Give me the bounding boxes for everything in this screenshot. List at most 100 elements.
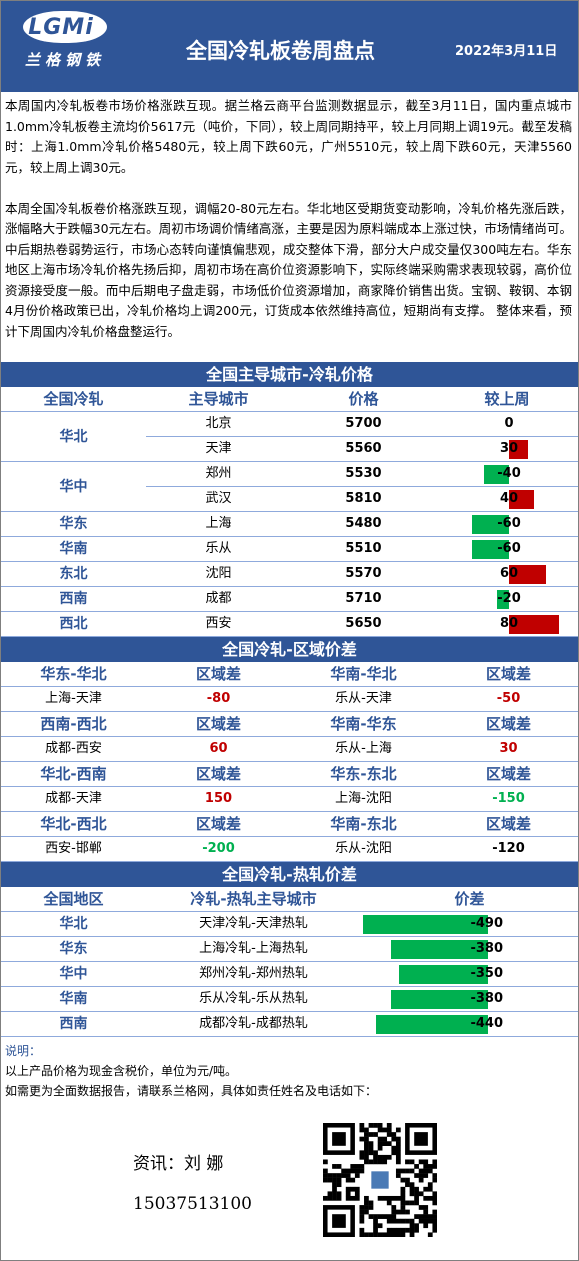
s1-change-label: -60 — [497, 516, 521, 531]
s1-price: 5710 — [345, 591, 382, 606]
s1-row: 沈阳 5570 60 — [1, 562, 578, 587]
s3-region: 华南 — [59, 991, 88, 1007]
s2-region-pair: 华南-华北 — [330, 665, 397, 683]
s1-change-bar — [509, 565, 547, 584]
s2-diff-value: 150 — [204, 791, 233, 806]
s2-diff-value: 30 — [499, 741, 518, 756]
s1-price: 5510 — [345, 541, 382, 556]
s2-diff-label: 区域差 — [485, 765, 531, 783]
s1-city: 沈阳 — [205, 566, 232, 581]
s1-row: 乐从 5510 -60 — [1, 537, 578, 562]
s3-diff-label: -380 — [470, 941, 503, 956]
s2-value-row: 成都-天津 150 上海-沈阳 -150 — [1, 787, 578, 812]
contact-name: 资讯：刘 娜 — [133, 1154, 224, 1174]
s3-pair: 郑州冷轧-郑州热轧 — [199, 966, 308, 981]
report-date: 2022年3月11日 — [455, 44, 558, 59]
s3-row: 华东 上海冷轧-上海热轧 -380 — [1, 937, 578, 962]
s3-region: 华中 — [59, 966, 88, 982]
s1-change-bar — [471, 515, 509, 534]
section1-header-row: 全国冷轧 主导城市 价格 较上周 — [1, 387, 578, 412]
s2-diff-label: 区域差 — [485, 665, 531, 683]
s2-diff-label: 区域差 — [195, 665, 241, 683]
s2-value-row: 上海-天津 -80 乐从-天津 -50 — [1, 687, 578, 712]
s2-diff-label: 区域差 — [195, 715, 241, 733]
s1-change-label: 40 — [499, 491, 519, 506]
s1-change-label: 0 — [504, 416, 514, 431]
section3-title: 全国冷轧-热轧价差 — [1, 862, 578, 887]
s1-city: 上海 — [205, 516, 232, 531]
lange-logo: LGMi 兰格钢铁 — [19, 11, 111, 73]
s1-col-change: 较上周 — [484, 390, 530, 408]
section1-title: 全国主导城市-冷轧价格 — [1, 362, 578, 387]
s3-diff-bar — [375, 1015, 488, 1034]
s3-diff-bar — [391, 990, 488, 1009]
s1-change-label: 60 — [499, 566, 519, 581]
s1-row: 成都 5710 -20 — [1, 587, 578, 612]
s2-city-pair: 乐从-天津 — [335, 691, 392, 706]
s2-region-pair: 西南-西北 — [40, 715, 107, 733]
s1-row: 上海 5480 -60 — [1, 512, 578, 537]
s1-city: 成都 — [205, 591, 232, 606]
s2-city-pair: 乐从-上海 — [335, 741, 392, 756]
s3-diff-bar — [391, 940, 488, 959]
s1-change-label: -40 — [497, 466, 521, 481]
s2-value-row: 西安-邯郸 -200 乐从-沈阳 -120 — [1, 837, 578, 862]
s1-row: 天津 5560 30 — [1, 437, 578, 462]
intro-paragraph-2: 本周全国冷轧板卷价格涨跌互现，调幅20-80元左右。华北地区受期货变动影响，冷轧… — [5, 200, 572, 339]
s3-diff-label: -490 — [470, 916, 503, 931]
section3-header-row: 全国地区 冷轧-热轧主导城市 价差 — [1, 887, 578, 912]
s1-price: 5560 — [345, 441, 382, 456]
s1-change-label: -60 — [497, 541, 521, 556]
s1-price: 5480 — [345, 516, 382, 531]
s3-region: 西南 — [59, 1016, 88, 1032]
s1-col-city: 主导城市 — [188, 390, 249, 408]
s2-header-row: 华北-西北 区域差 华南-东北 区域差 — [1, 812, 578, 837]
s1-price: 5810 — [345, 491, 382, 506]
s2-diff-value: -200 — [202, 841, 235, 856]
header-bar: LGMi 兰格钢铁 全国冷轧板卷周盘点 2022年3月11日 — [1, 1, 578, 92]
s3-diff-bar — [363, 915, 488, 934]
s2-region-pair: 华南-华东 — [330, 715, 397, 733]
s1-change-bar — [496, 590, 509, 609]
s1-change-label: -20 — [497, 591, 521, 606]
s3-col-region: 全国地区 — [43, 890, 104, 908]
s1-col-price: 价格 — [348, 390, 379, 408]
s1-col-region: 全国冷轧 — [43, 390, 104, 408]
s3-row: 华南 乐从冷轧-乐从热轧 -380 — [1, 987, 578, 1012]
s1-city: 武汉 — [205, 491, 232, 506]
s2-diff-label: 区域差 — [195, 815, 241, 833]
s2-region-pair: 华东-东北 — [330, 765, 397, 783]
s3-pair: 乐从冷轧-乐从热轧 — [199, 991, 308, 1006]
s1-city: 西安 — [205, 616, 232, 631]
s2-city-pair: 上海-天津 — [45, 691, 102, 706]
s1-region-cell: 东北 — [1, 562, 146, 587]
s2-value-row: 成都-西安 60 乐从-上海 30 — [1, 737, 578, 762]
page-title: 全国冷轧板卷周盘点 — [186, 39, 375, 63]
contact-phone: 15037513100 — [133, 1194, 252, 1214]
s2-region-pair: 华北-西北 — [40, 815, 107, 833]
s2-diff-value: -120 — [492, 841, 525, 856]
s1-city: 天津 — [205, 441, 232, 456]
s1-region-cell: 西北 — [1, 612, 146, 637]
s2-city-pair: 乐从-沈阳 — [335, 841, 392, 856]
s2-diff-label: 区域差 — [485, 815, 531, 833]
s3-region: 华东 — [59, 941, 88, 957]
s2-city-pair: 上海-沈阳 — [335, 791, 392, 806]
s2-diff-label: 区域差 — [485, 715, 531, 733]
s1-price: 5650 — [345, 616, 382, 631]
s1-price: 5530 — [345, 466, 382, 481]
s1-region-cell: 华东 — [1, 512, 146, 537]
s3-diff-label: -380 — [470, 991, 503, 1006]
s3-diff-bar — [398, 965, 488, 984]
s1-price: 5570 — [345, 566, 382, 581]
s2-diff-label: 区域差 — [195, 765, 241, 783]
s2-diff-value: 60 — [209, 741, 228, 756]
s2-city-pair: 成都-天津 — [45, 791, 102, 806]
s3-diff-label: -350 — [470, 966, 503, 981]
notes: 说明： 以上产品价格为现金含税价，单位为元/吨。 如需更为全面数据报告，请联系兰… — [5, 1041, 377, 1101]
s2-region-pair: 华东-华北 — [40, 665, 107, 683]
s2-header-row: 西南-西北 区域差 华南-华东 区域差 — [1, 712, 578, 737]
s3-row: 华中 郑州冷轧-郑州热轧 -350 — [1, 962, 578, 987]
s1-price: 5700 — [345, 416, 382, 431]
s1-change-bar — [509, 440, 528, 459]
